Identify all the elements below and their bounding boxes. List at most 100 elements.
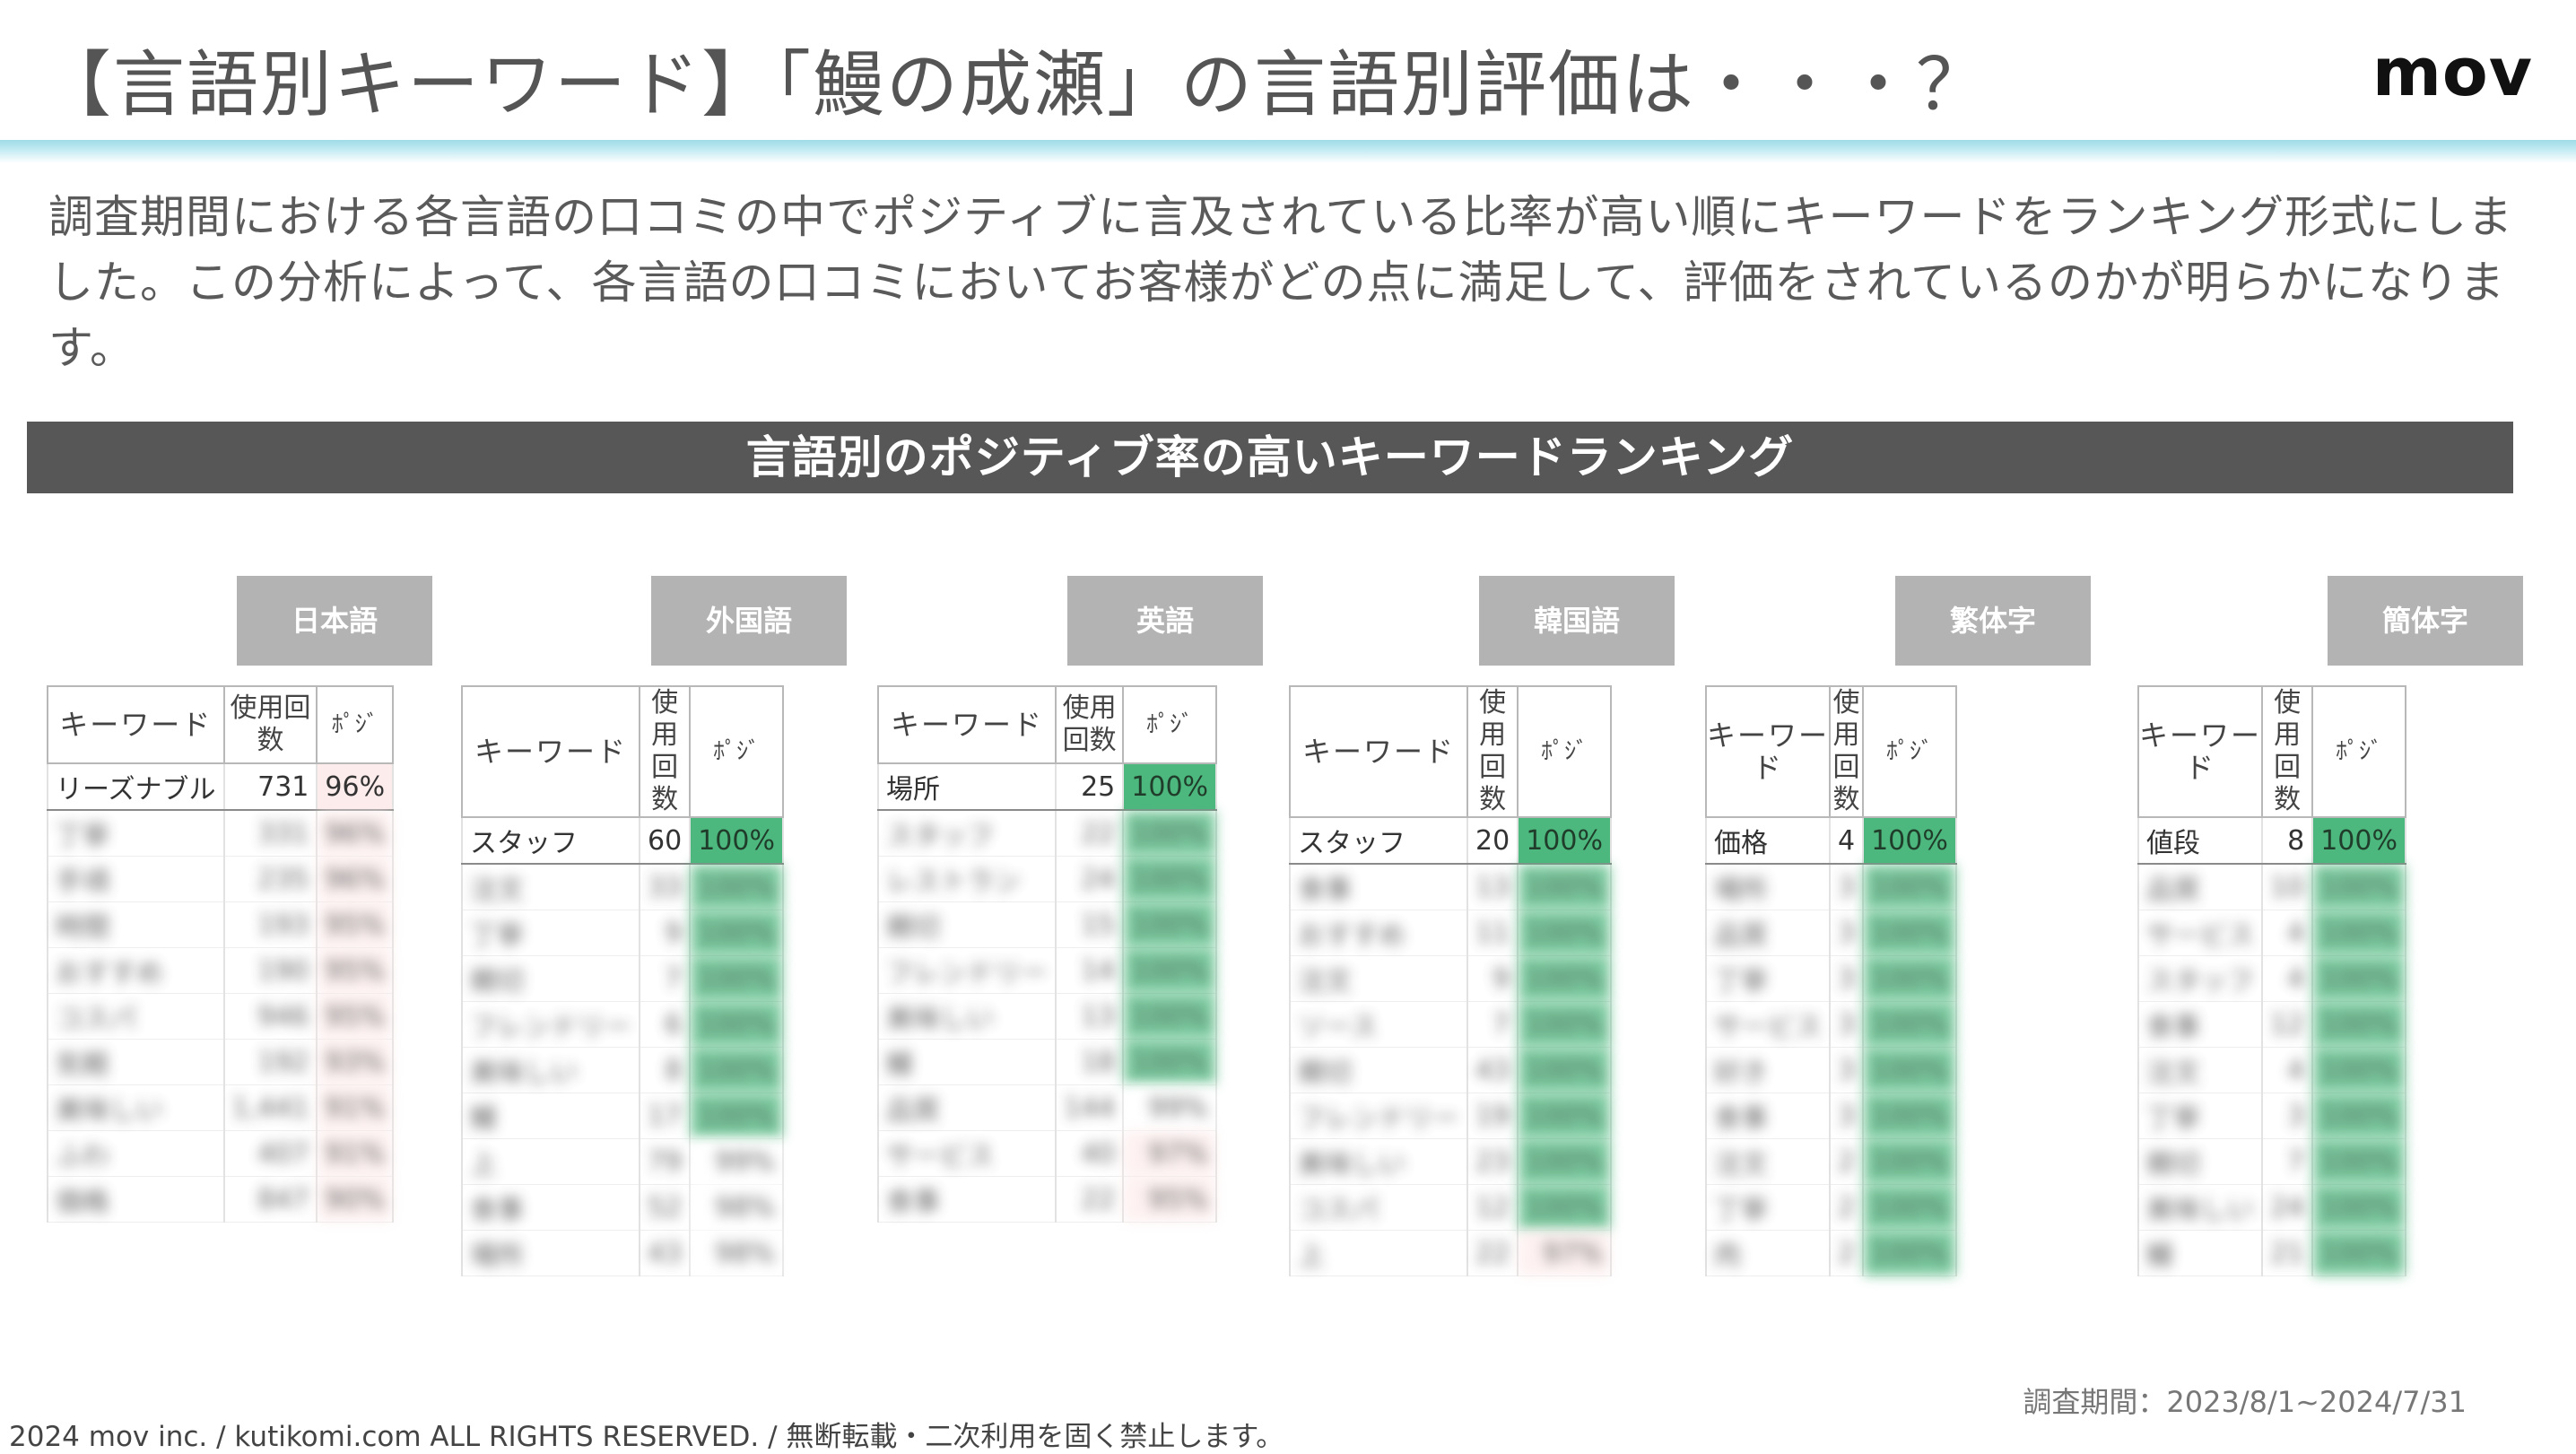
positive-rate-cell: 100%: [1862, 1093, 1957, 1139]
table-row: 丁寧 3 100%: [2137, 1093, 2406, 1139]
table-row: コスパ 946 95%: [47, 993, 395, 1040]
column-header-positive: ﾎﾟｼﾞ: [1517, 685, 1612, 818]
uses-cell: 3: [1828, 1001, 1865, 1048]
column-header-uses: 使用回数: [2260, 685, 2314, 818]
table-row: スタッフ 20 100%: [1289, 816, 1612, 865]
positive-rate-cell: 93%: [316, 1039, 395, 1085]
keyword-cell: サービス: [2137, 910, 2263, 956]
positive-rate-cell: 100%: [1517, 1001, 1612, 1048]
keyword-cell: 丁寧: [47, 810, 225, 857]
uses-cell: 7: [2260, 1138, 2314, 1185]
uses-cell: 43: [1466, 1047, 1519, 1093]
keyword-cell: 上: [461, 1138, 640, 1185]
keyword-cell: 肉: [1705, 1230, 1831, 1276]
positive-rate-cell: 100%: [689, 1093, 784, 1139]
positive-rate-cell: 98%: [689, 1184, 784, 1231]
keyword-cell: おすすめ: [47, 947, 225, 994]
positive-rate-cell: 100%: [1862, 1047, 1957, 1093]
uses-cell: 8: [638, 1047, 692, 1093]
keyword-table: キーワード 使用回数 ﾎﾟｼﾞ スタッフ 20 100% 食事 13 100% おすすめ 11 100…: [1289, 685, 1612, 1276]
uses-cell: 9: [638, 910, 692, 956]
keyword-cell: 鰻: [461, 1093, 640, 1139]
keyword-cell: 価格: [47, 1176, 225, 1223]
keyword-cell: 食事: [877, 1176, 1057, 1223]
uses-cell: 3: [1828, 1047, 1865, 1093]
table-row: 食事 52 98%: [461, 1184, 784, 1231]
uses-cell: 20: [1466, 816, 1519, 865]
uses-cell: 18: [1054, 1039, 1125, 1085]
positive-rate-cell: 91%: [316, 1084, 395, 1131]
table-row: 親切 7 100%: [2137, 1138, 2406, 1185]
uses-cell: 2: [1828, 1138, 1865, 1185]
positive-rate-cell: 100%: [689, 955, 784, 1002]
positive-rate-cell: 98%: [689, 1230, 784, 1276]
keyword-cell: 親切: [1289, 1047, 1468, 1093]
positive-rate-cell: 100%: [689, 1001, 784, 1048]
uses-cell: 40: [1054, 1130, 1125, 1177]
intro-text: 調査期間における各言語の口コミの中でポジティブに言及されている比率が高い順にキー…: [48, 191, 2513, 374]
keyword-cell: 食事: [1289, 864, 1468, 910]
table-row: 場所 43 98%: [461, 1230, 784, 1276]
keyword-cell: 美味しい: [2137, 1184, 2263, 1231]
table-row: サービス 3 100%: [1705, 1001, 1957, 1048]
keyword-cell: 親切: [461, 955, 640, 1002]
column-header-keyword: キーワード: [47, 685, 225, 764]
table-row: 丁寧 9 100%: [461, 910, 784, 956]
slide-title: 【言語別キーワード】「鰻の成瀬」の言語別評価は・・・？: [39, 43, 1989, 126]
table-row: 場所 3 100%: [1705, 864, 1957, 910]
uses-cell: 2: [1828, 1230, 1865, 1276]
positive-rate-cell: 100%: [1862, 1001, 1957, 1048]
uses-cell: 24: [1054, 856, 1125, 902]
keyword-cell: 価格: [1705, 816, 1831, 865]
positive-rate-cell: 100%: [1517, 864, 1612, 910]
table-row: 場所 25 100%: [877, 762, 1218, 811]
positive-rate-cell: 96%: [316, 810, 395, 857]
positive-rate-cell: 100%: [1517, 1093, 1612, 1139]
table-row: 親切 7 100%: [461, 955, 784, 1002]
uses-cell: 3: [1828, 1093, 1865, 1139]
table-row: 品質 144 99%: [877, 1084, 1218, 1131]
positive-rate-cell: 100%: [1862, 1184, 1957, 1231]
uses-cell: 946: [222, 993, 318, 1040]
column-header-keyword: キーワード: [877, 685, 1057, 764]
positive-rate-cell: 100%: [1517, 1138, 1612, 1185]
uses-cell: 24: [2260, 1184, 2314, 1231]
table-row: スタッフ 60 100%: [461, 816, 784, 865]
table-row: フレンドリー 19 100%: [1289, 1093, 1612, 1139]
uses-cell: 193: [222, 901, 318, 948]
uses-cell: 235: [222, 856, 318, 902]
uses-cell: 13: [1466, 864, 1519, 910]
uses-cell: 4: [1828, 816, 1865, 865]
table-row: 注文 33 100%: [461, 864, 784, 910]
uses-cell: 13: [1054, 993, 1125, 1040]
keyword-cell: 美味しい: [461, 1047, 640, 1093]
positive-rate-cell: 100%: [1122, 993, 1218, 1040]
table-row: フレンドリー 6 100%: [461, 1001, 784, 1048]
column-header-uses: 使用回数: [1828, 685, 1865, 818]
positive-rate-cell: 100%: [689, 816, 784, 865]
uses-cell: 17: [638, 1093, 692, 1139]
keyword-cell: スタッフ: [2137, 955, 2263, 1002]
positive-rate-cell: 95%: [316, 947, 395, 994]
table-row: ソース 7 100%: [1289, 1001, 1612, 1048]
keyword-cell: 鰻: [2137, 1230, 2263, 1276]
keyword-cell: フレンドリー: [461, 1001, 640, 1048]
keyword-cell: 注文: [1289, 955, 1468, 1002]
positive-rate-cell: 100%: [2311, 1230, 2406, 1276]
table-row: 上 79 99%: [461, 1138, 784, 1185]
keyword-cell: 値段: [2137, 816, 2263, 865]
uses-cell: 23: [1466, 1138, 1519, 1185]
column-header-uses: 使用回数: [222, 685, 318, 764]
uses-cell: 10: [2260, 864, 2314, 910]
keyword-cell: スタッフ: [1289, 816, 1468, 865]
table-row: 親切 43 100%: [1289, 1047, 1612, 1093]
uses-cell: 9: [1466, 955, 1519, 1002]
positive-rate-cell: 95%: [316, 993, 395, 1040]
uses-cell: 8: [2260, 816, 2314, 865]
keyword-table: キーワード 使用回数 ﾎﾟｼﾞ 値段 8 100% 品質 10 100% サービス 4 100% スタッ…: [2137, 685, 2406, 1276]
positive-rate-cell: 100%: [1862, 910, 1957, 956]
table-row: 美味しい 8 100%: [461, 1047, 784, 1093]
keyword-cell: 注文: [2137, 1047, 2263, 1093]
positive-rate-cell: 97%: [1122, 1130, 1218, 1177]
keyword-table: キーワード 使用回数 ﾎﾟｼﾞ 価格 4 100% 場所 3 100% 品質 3 100% 丁寧 3 100…: [1705, 685, 1957, 1276]
